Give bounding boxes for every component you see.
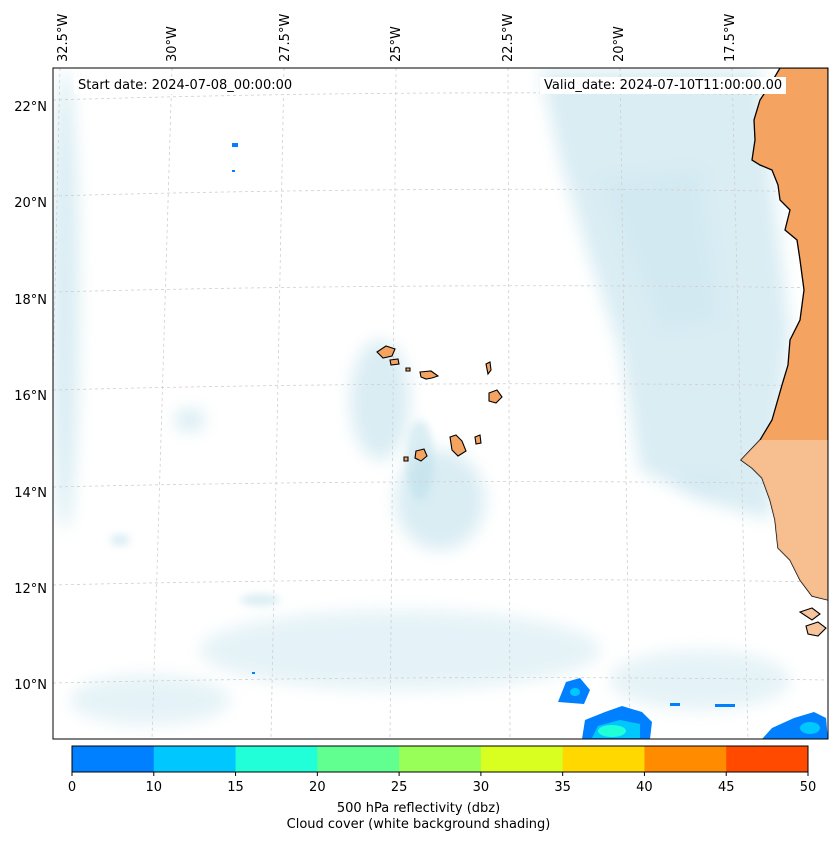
map-layers [53,68,828,739]
colorbar-label: 500 hPa reflectivity (dbz) [336,801,501,816]
reflectivity-cell-dot-1 [670,703,680,706]
boa-vista-island [488,389,503,404]
lon-label: 30°W [165,26,180,62]
cape-verde-islands [376,345,503,462]
sao-vicente-island [389,358,400,366]
lat-label: 14°N [14,486,47,501]
santa-luzia-island [405,367,411,372]
colorbar-sublabel: Cloud cover (white background shading) [286,817,551,832]
colorbar-segment [644,746,727,772]
colorbar-tick-label: 35 [554,780,571,795]
brava-island [403,456,409,462]
colorbar-segment [562,746,645,772]
reflectivity-cell-dot-2 [715,704,735,707]
colorbar-segment [72,746,155,772]
lat-label: 16°N [14,389,47,404]
map-border [52,67,829,740]
santo-antao-island [376,345,396,359]
lon-label: 27.5°W [278,14,293,62]
colorbar-tick-label: 25 [391,780,408,795]
colorbar-segment [480,746,564,772]
reflectivity-cell-north-1 [232,143,238,147]
colorbar-tick-label: 50 [800,780,817,795]
guinea-bissau-islands [798,607,827,637]
lon-label: 17.5°W [723,14,738,62]
reflectivity-cell-south-core [598,725,626,737]
reflectivity-cell-se-core [800,722,820,734]
maio-island [474,434,482,445]
cloud-streak-2 [110,534,130,546]
cloud-southeast [610,650,790,710]
fogo-island [414,448,428,462]
cloud-southwest [70,675,230,725]
colorbar-tick-label: 0 [68,780,76,795]
colorbar: 0 10 15 20 25 30 35 40 45 50 [68,745,817,795]
african-coast-land-light [741,440,828,600]
sao-nicolau-island [419,370,440,380]
cloud-islands [350,340,410,460]
colorbar-segment [317,746,400,772]
colorbar-tick-label: 40 [636,780,653,795]
colorbar-tick-label: 10 [146,780,163,795]
colorbar-segment [399,746,482,772]
reflectivity-cell-north-2 [232,170,235,172]
lat-label: 12°N [14,582,47,597]
cloud-west-edge [53,70,79,530]
cloud-center [175,408,205,432]
lat-label: 18°N [14,293,47,308]
santiago-island [449,434,467,457]
sal-island [485,361,492,376]
colorbar-tick-label: 30 [473,780,490,795]
colorbar-border [71,745,809,773]
reflectivity-cell-sw-core [570,688,580,696]
cloud-south [200,610,600,690]
lon-label: 25°W [389,26,404,62]
cloud-cover-layer [53,70,790,725]
lat-label: 10°N [14,678,47,693]
cloud-streak-3 [240,594,280,606]
reflectivity-layer [232,143,828,739]
cloud-east-2 [600,170,720,330]
valid-date-label: Valid_date: 2024-07-10T11:00:00.00 [540,77,787,94]
lon-label: 20°W [612,26,627,62]
lat-label: 22°N [14,100,47,115]
colorbar-segment [726,746,809,772]
start-date-label: Start date: 2024-07-08_00:00:00 [74,77,297,94]
colorbar-tick-label: 15 [227,780,244,795]
cloud-ne-patch [675,477,725,493]
longitude-labels: 32.5°W 30°W 27.5°W 25°W 22.5°W 20°W 17.5… [56,14,738,62]
colorbar-segment [153,746,237,772]
graticule [53,68,828,739]
colorbar-segment [235,746,318,772]
colorbar-tick-label: 20 [309,780,326,795]
lat-label: 20°N [14,196,47,211]
latitude-labels: 22°N 20°N 18°N 16°N 14°N 12°N 10°N [14,100,47,693]
lon-label: 22.5°W [501,14,516,62]
lon-label: 32.5°W [56,14,71,62]
colorbar-tick-label: 45 [718,780,735,795]
reflectivity-cell-south-tiny [252,672,255,674]
